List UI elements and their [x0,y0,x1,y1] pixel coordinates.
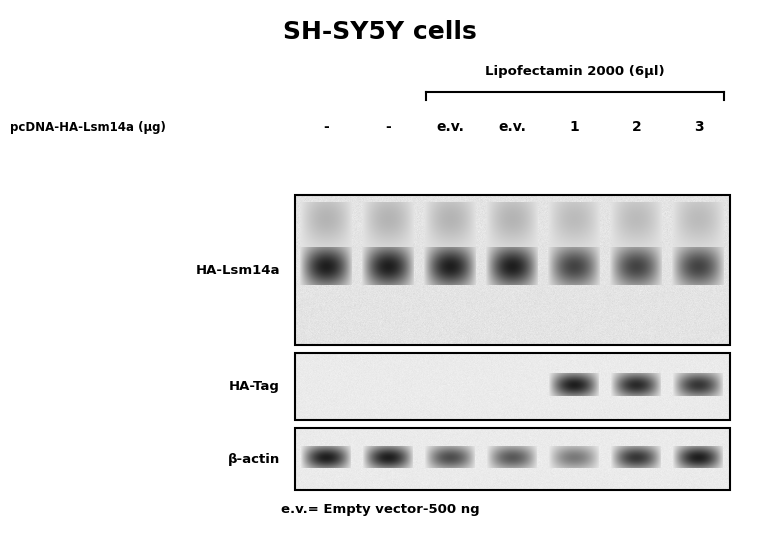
Bar [295,428,730,490]
Bar [295,353,730,420]
Text: e.v.: e.v. [499,120,527,134]
Text: 1: 1 [570,120,580,134]
Text: pcDNA-HA-Lsm14a (μg): pcDNA-HA-Lsm14a (μg) [10,120,166,134]
Text: e.v.: e.v. [436,120,464,134]
Text: 3: 3 [694,120,704,134]
Text: 2: 2 [632,120,641,134]
Text: HA-Tag: HA-Tag [229,380,280,393]
Bar [295,195,730,345]
Text: β-actin: β-actin [228,453,280,465]
Text: SH-SY5Y cells: SH-SY5Y cells [283,20,477,44]
Text: -: - [385,120,391,134]
Text: HA-Lsm14a: HA-Lsm14a [195,263,280,277]
Text: -: - [323,120,329,134]
Text: e.v.= Empty vector-500 ng: e.v.= Empty vector-500 ng [280,503,480,517]
Text: Lipofectamin 2000 (6μl): Lipofectamin 2000 (6μl) [485,65,664,78]
